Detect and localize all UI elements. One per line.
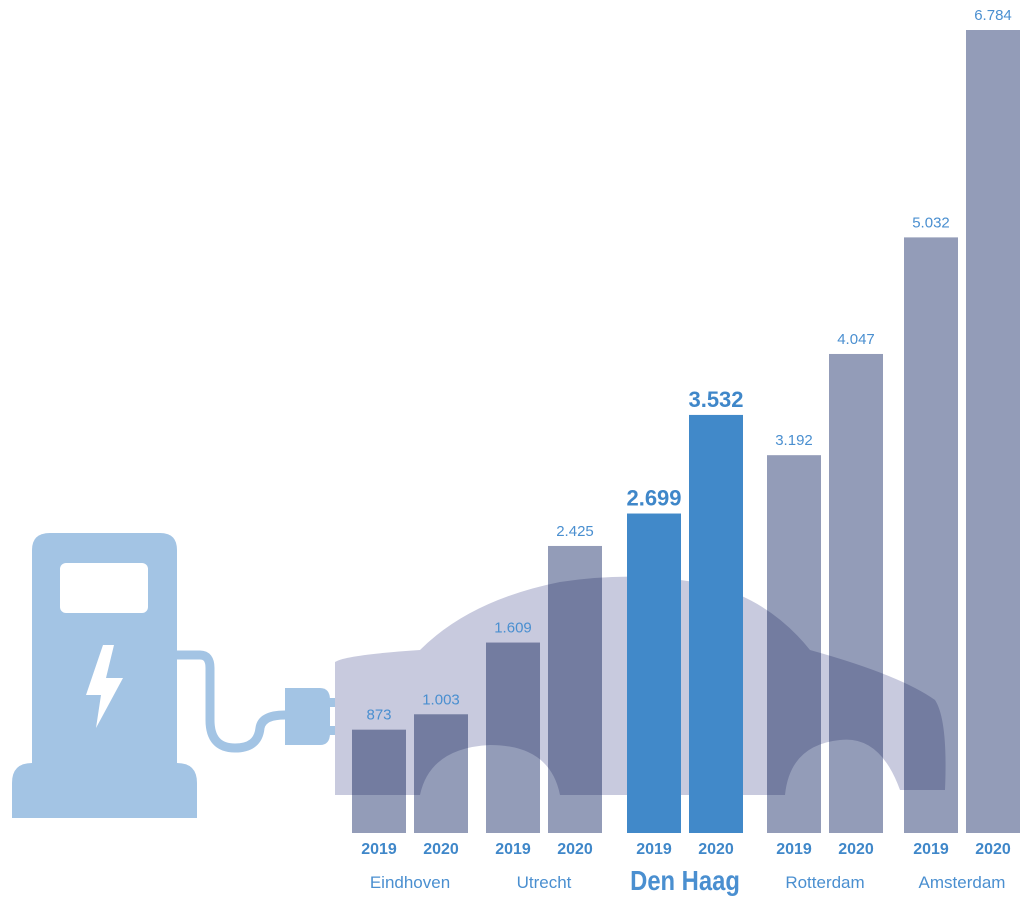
category-label: Den Haag [630,864,740,896]
charger-icon [12,533,354,818]
year-label: 2020 [698,841,734,858]
value-label: 3.532 [688,387,743,412]
bar [548,545,602,833]
year-label: 2019 [913,841,949,858]
year-label: 2019 [776,841,812,858]
category-label: Amsterdam [919,873,1006,892]
year-label: 2019 [636,841,672,858]
bar [414,714,468,833]
year-label: 2020 [838,841,874,858]
value-label: 2.699 [626,486,681,511]
bar [627,513,681,833]
bar [829,353,883,833]
year-label: 2020 [975,841,1011,858]
bar [352,729,406,833]
bar [689,414,743,833]
category-label: Rotterdam [785,873,864,892]
value-label: 6.784 [974,7,1012,24]
value-label: 3.192 [775,432,813,449]
value-label: 2.425 [556,523,594,540]
value-label: 1.609 [494,620,532,637]
year-label: 2020 [423,841,459,858]
value-label: 4.047 [837,331,875,348]
year-label: 2020 [557,841,593,858]
bar [966,30,1020,833]
year-label: 2019 [495,841,531,858]
category-label: Utrecht [517,873,572,892]
year-label: 2019 [361,841,397,858]
bar [486,642,540,833]
value-label: 873 [366,707,391,724]
value-label: 1.003 [422,691,460,708]
bar [767,455,821,833]
bar [904,237,958,833]
value-label: 5.032 [912,214,950,231]
category-label: Eindhoven [370,873,450,892]
